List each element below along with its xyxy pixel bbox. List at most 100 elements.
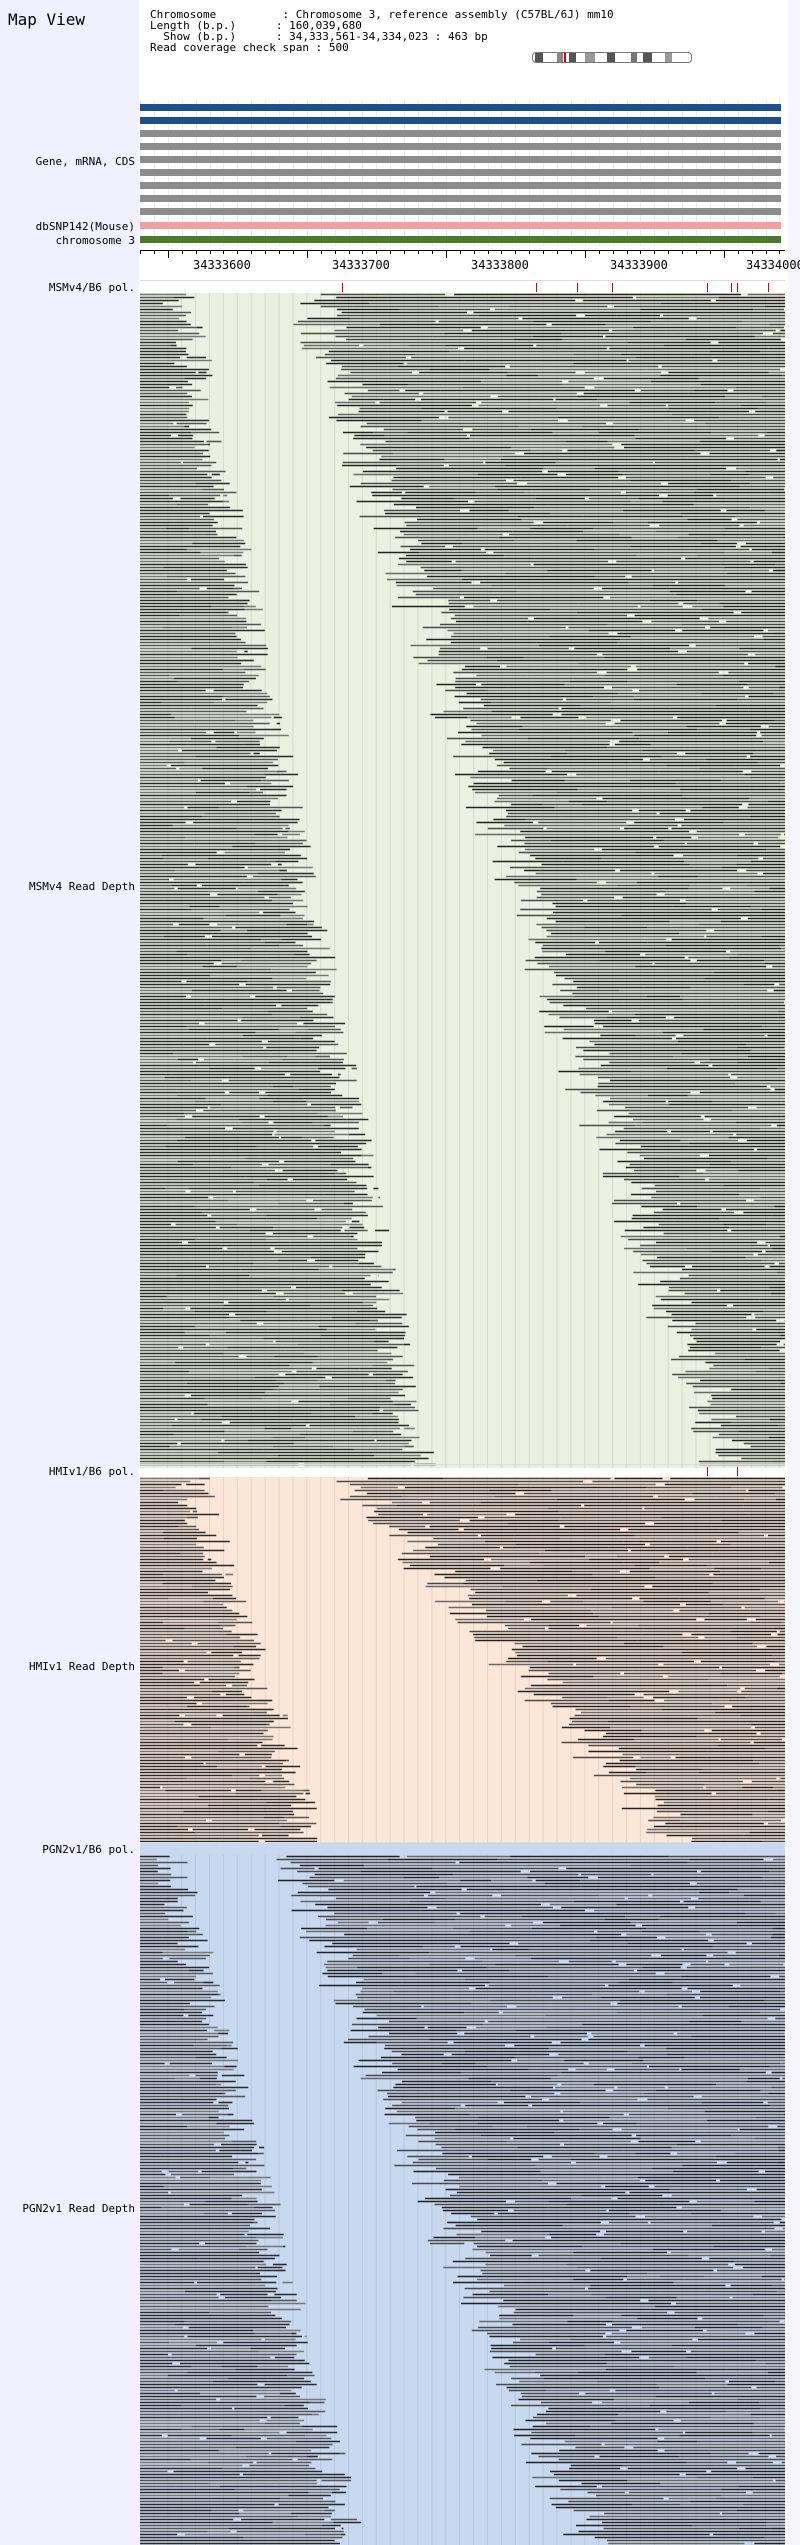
pgn2v1-polymorphism-row[interactable] — [140, 1842, 785, 1855]
ruler-tick — [612, 250, 614, 254]
ruler-tick — [779, 250, 781, 254]
read-alignment-plot — [140, 1855, 785, 2545]
dbsnp-track-label: dbSNP142(Mouse) — [35, 220, 135, 233]
chromosome-ideogram[interactable] — [532, 52, 692, 63]
ruler-tick — [376, 250, 378, 254]
snp-marker[interactable] — [707, 283, 708, 292]
gene-track-label: Gene, mRNA, CDS — [35, 155, 135, 168]
ruler-tick — [223, 250, 225, 254]
ruler-tick — [404, 250, 406, 254]
ruler-tick — [279, 250, 280, 254]
ruler-tick — [431, 250, 433, 254]
region-info: Chromosome : Chromosome 3, reference ass… — [150, 8, 614, 54]
right-margin-strip — [788, 0, 800, 2545]
snp-marker[interactable] — [737, 283, 738, 292]
ruler-tick — [626, 250, 628, 254]
ruler-tick — [501, 250, 503, 254]
ideogram-position-marker — [564, 53, 566, 62]
ruler-tick — [390, 250, 392, 254]
ruler-baseline — [140, 250, 785, 251]
ruler-tick — [765, 250, 767, 254]
msmv4-polymorphism-row[interactable] — [140, 280, 785, 293]
msmv4-pol-label: MSMv4/B6 pol. — [48, 281, 135, 294]
dbsnp-track-bar[interactable] — [140, 222, 781, 229]
pgn2v1-pol-label: PGN2v1/B6 pol. — [42, 1843, 135, 1856]
pgn2v1-read-depth-panel[interactable] — [140, 1855, 785, 2545]
show-label: Show (b.p.) — [163, 30, 237, 43]
snp-marker[interactable] — [731, 283, 732, 292]
ruler-tick — [598, 250, 600, 254]
snp-marker[interactable] — [737, 1467, 738, 1476]
ruler-tick — [473, 250, 475, 254]
snp-marker[interactable] — [342, 283, 343, 292]
cds-track-bar[interactable] — [140, 143, 781, 150]
ruler-tick — [529, 250, 531, 254]
ruler-tick-label: 34334000 — [746, 258, 800, 272]
ruler-tick — [251, 250, 253, 254]
read-alignment-plot — [140, 293, 785, 1468]
snp-marker[interactable] — [612, 283, 613, 292]
ruler-tick — [140, 250, 141, 254]
ruler-tick — [181, 250, 183, 254]
ideogram-band — [665, 53, 672, 62]
ruler-tick — [265, 250, 267, 254]
snp-marker[interactable] — [536, 283, 537, 292]
length-label: Length (b.p.) — [150, 19, 237, 32]
ruler-tick — [723, 250, 725, 258]
ruler-tick — [668, 250, 670, 254]
hmiv1-polymorphism-row[interactable] — [140, 1464, 785, 1477]
cds-track-bar[interactable] — [140, 208, 781, 215]
ideogram-band — [631, 53, 637, 62]
ruler-tick — [292, 250, 294, 254]
cds-track-bar[interactable] — [140, 130, 781, 137]
ideogram-band — [535, 53, 543, 62]
ideogram-band — [643, 53, 652, 62]
ruler-tick — [459, 250, 461, 254]
ruler-tick — [737, 250, 739, 254]
ruler-tick — [334, 250, 336, 254]
ruler-tick — [682, 250, 684, 254]
ideogram-band — [585, 53, 595, 62]
mrna-track-bar[interactable] — [140, 117, 781, 124]
ideogram-band — [557, 53, 563, 62]
page-title: Map View — [8, 10, 86, 29]
position-ruler: 34333600 34333700 34333800 34333900 3433… — [140, 250, 800, 280]
ruler-tick — [696, 250, 697, 254]
snp-marker[interactable] — [577, 283, 578, 292]
ruler-tick-label: 34333800 — [471, 258, 529, 272]
ruler-tick — [654, 250, 656, 254]
snp-marker[interactable] — [768, 283, 769, 292]
chromosome-track-label: chromosome 3 — [55, 234, 135, 247]
cds-track-bar[interactable] — [140, 156, 781, 163]
ruler-tick — [515, 250, 517, 254]
ruler-tick-label: 34333900 — [610, 258, 668, 272]
ruler-tick — [320, 250, 322, 254]
read-alignment-plot — [140, 1477, 785, 1843]
hmiv1-depth-label: HMIv1 Read Depth — [29, 1660, 135, 1673]
ruler-tick — [487, 250, 489, 254]
coverage-label: Read coverage check span — [150, 41, 309, 54]
hmiv1-read-depth-panel[interactable] — [140, 1477, 785, 1843]
ruler-tick — [209, 250, 211, 254]
length-value: 160,039,680 — [289, 19, 362, 32]
hmiv1-pol-label: HMIv1/B6 pol. — [48, 1465, 135, 1478]
cds-track-bar[interactable] — [140, 195, 781, 202]
ruler-tick — [570, 250, 572, 254]
ruler-tick — [543, 250, 545, 254]
ruler-tick — [362, 250, 364, 254]
snp-marker[interactable] — [707, 1467, 708, 1476]
ruler-tick — [153, 250, 155, 254]
ruler-tick — [306, 250, 308, 258]
gene-track-bar[interactable] — [140, 104, 781, 111]
cds-track-bar[interactable] — [140, 169, 781, 176]
ruler-tick — [167, 250, 169, 258]
chromosome-track-bar[interactable] — [140, 236, 781, 243]
ruler-tick — [640, 250, 642, 254]
cds-track-bar[interactable] — [140, 182, 781, 189]
msmv4-depth-label: MSMv4 Read Depth — [29, 880, 135, 893]
ruler-tick — [445, 250, 447, 258]
ruler-tick — [584, 250, 586, 258]
ruler-tick — [348, 250, 350, 254]
msmv4-read-depth-panel[interactable] — [140, 293, 785, 1468]
